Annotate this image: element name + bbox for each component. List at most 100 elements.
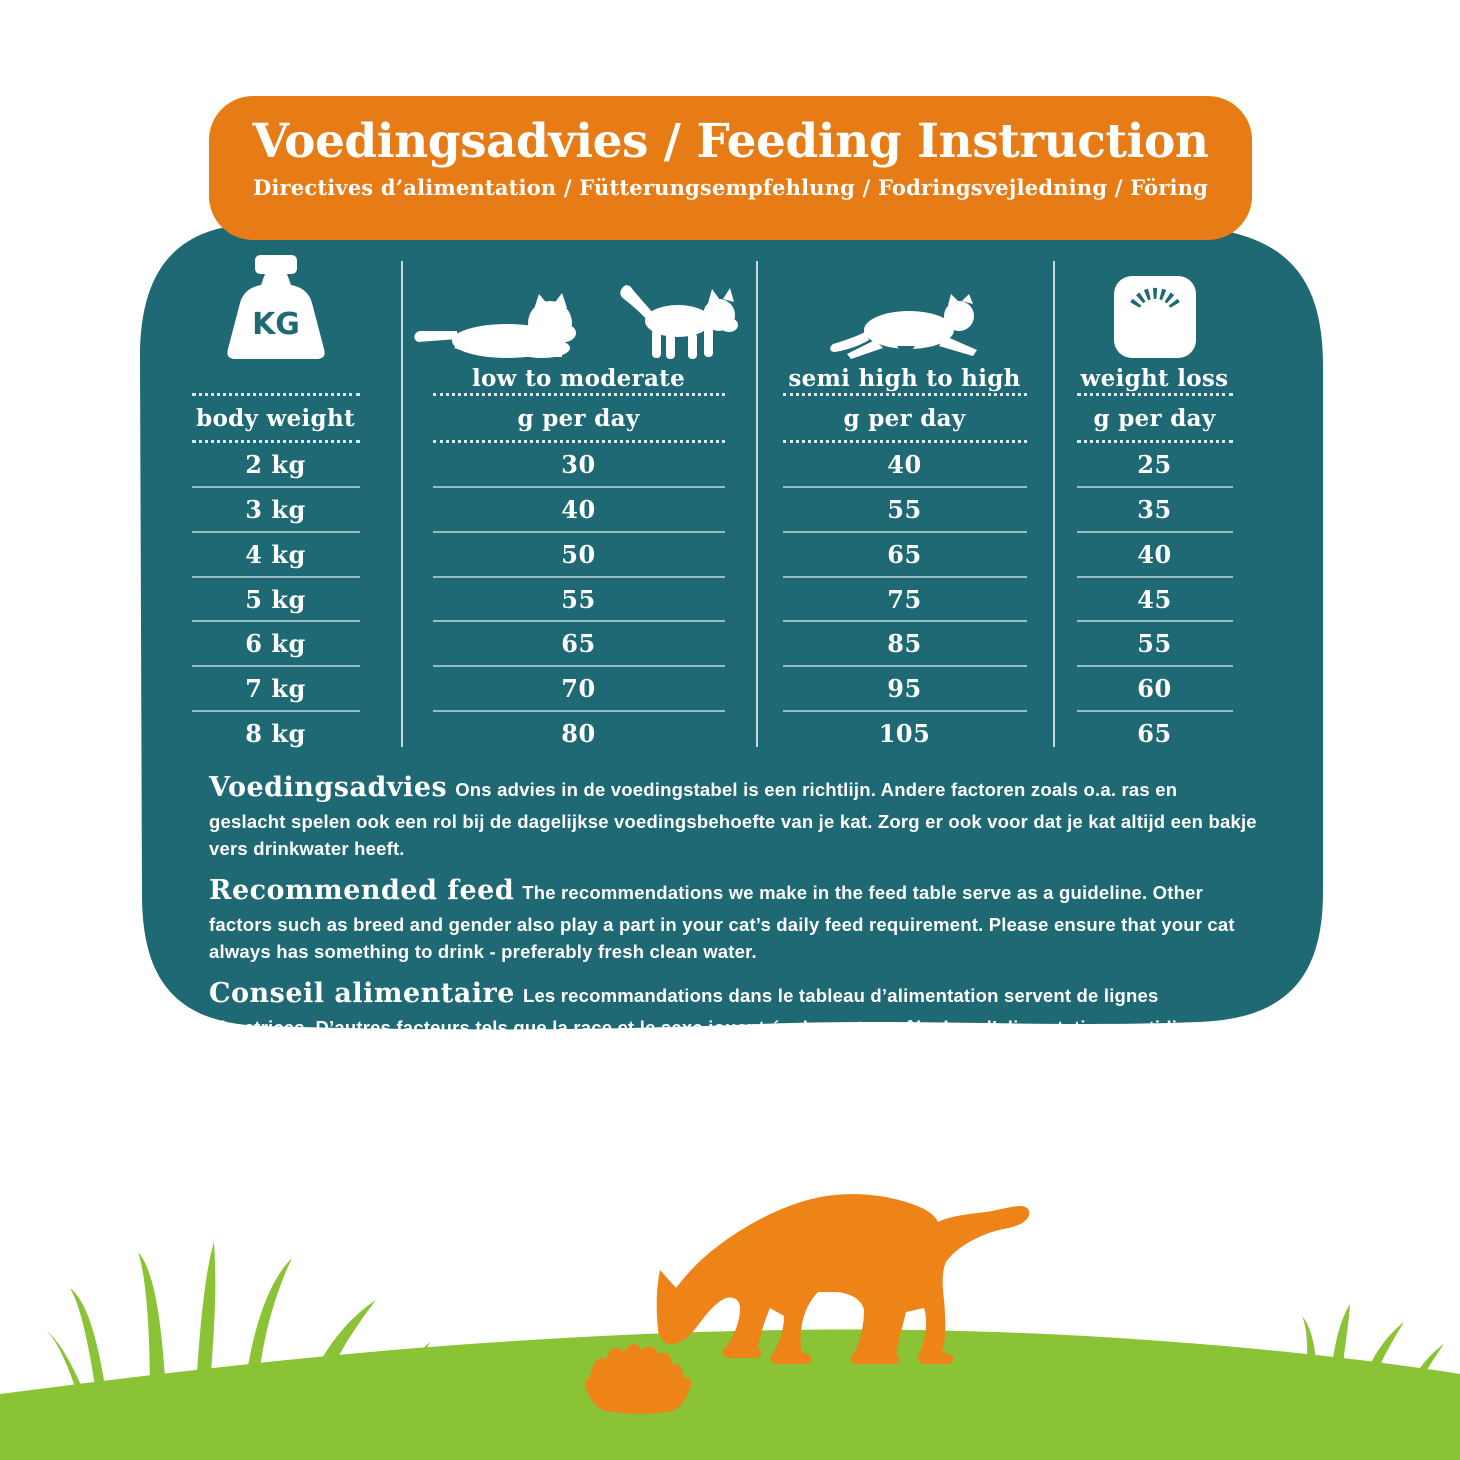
table-cell: 65 — [887, 539, 922, 569]
row-separator — [782, 710, 1027, 713]
table-cell: 70 — [561, 674, 596, 704]
note-text-english: The recommendations we make in the feed … — [209, 882, 1235, 962]
dotted-divider — [782, 440, 1027, 443]
table-cell: 95 — [887, 674, 922, 704]
table-cell: 6 kg — [245, 629, 306, 659]
column-semi-high-to-high: semi high to high g per day 40 55 65 75 … — [756, 255, 1053, 755]
dotted-divider — [191, 440, 360, 443]
row-separator — [432, 665, 725, 668]
header-subtitle: Directives d’alimentation / Fütterungsem… — [252, 174, 1209, 200]
row-separator — [782, 530, 1027, 533]
lying-cat-icon — [413, 293, 576, 358]
column-activity-label: weight loss — [1080, 364, 1229, 392]
column-activity-label: low to moderate — [471, 364, 686, 392]
row-separator — [1076, 710, 1233, 713]
column-divider — [401, 261, 403, 747]
row-separator — [191, 575, 360, 578]
row-separator — [1076, 620, 1233, 623]
note-english: Recommended feed The recommendations we m… — [209, 871, 1257, 965]
row-separator — [432, 530, 725, 533]
column-low-to-moderate: low to moderate g per day 30 40 50 55 65… — [401, 255, 756, 755]
note-text-dutch: Ons advies in de voedingstabel is een ri… — [209, 779, 1257, 859]
column-divider — [756, 261, 758, 747]
dotted-divider — [1076, 440, 1233, 443]
table-cell: 80 — [561, 719, 596, 749]
dotted-divider — [1076, 393, 1233, 396]
table-cell: 3 kg — [245, 494, 306, 524]
row-separator — [1076, 485, 1233, 488]
note-text-french: Les recommandations dans le tableau d’al… — [209, 985, 1249, 1065]
table-cell: 8 kg — [245, 719, 306, 749]
table-cell: 55 — [887, 494, 922, 524]
table-cell: 40 — [1137, 539, 1172, 569]
kg-icon-label: KG — [252, 307, 300, 342]
row-separator — [782, 575, 1027, 578]
table-cell: 40 — [561, 494, 596, 524]
grass-tuft-left — [46, 1242, 430, 1396]
header-title: Voedingsadvies / Feeding Instruction — [252, 114, 1209, 169]
table-cell: 30 — [561, 449, 596, 479]
table-cell: 2 kg — [245, 449, 306, 479]
row-separator — [191, 620, 360, 623]
table-cell: 60 — [1137, 674, 1172, 704]
note-french: Conseil alimentaire Les recommandations d… — [209, 974, 1257, 1068]
table-cell: 4 kg — [245, 539, 306, 569]
walking-cat-icon — [619, 285, 738, 359]
table-cell: 35 — [1137, 494, 1172, 524]
table-cell: 65 — [561, 629, 596, 659]
row-separator — [191, 665, 360, 668]
note-lead-french: Conseil alimentaire — [209, 978, 515, 1010]
teal-panel — [139, 220, 1324, 1030]
table-cell: 7 kg — [245, 674, 306, 704]
row-separator — [1076, 665, 1233, 668]
note-lead-english: Recommended feed — [209, 875, 515, 907]
table-cell: 55 — [1137, 629, 1172, 659]
dotted-divider — [782, 393, 1027, 396]
dotted-divider — [191, 393, 360, 396]
table-cell: 55 — [561, 584, 596, 614]
grass-tuft-right — [1302, 1304, 1444, 1390]
row-separator — [1076, 530, 1233, 533]
column-unit-label: g per day — [517, 404, 640, 432]
row-separator — [191, 710, 360, 713]
table-cell: 25 — [1137, 449, 1172, 479]
row-separator — [191, 485, 360, 488]
column-unit-label: body weight — [196, 404, 355, 432]
table-cell: 75 — [887, 584, 922, 614]
feeding-table: KG body weight 2 kg 3 kg 4 kg 5 kg 6 kg … — [150, 255, 1256, 755]
row-separator — [782, 485, 1027, 488]
column-unit-label: g per day — [843, 404, 966, 432]
dotted-divider — [432, 393, 725, 396]
column-activity-label: semi high to high — [788, 364, 1021, 392]
column-unit-label: g per day — [1093, 404, 1216, 432]
table-cell: 5 kg — [245, 584, 306, 614]
bathroom-scale-icon — [1113, 276, 1196, 358]
food-bowl — [584, 1344, 692, 1414]
table-cell: 65 — [1137, 719, 1172, 749]
table-cell: 40 — [887, 449, 922, 479]
column-weight-loss: weight loss g per day 25 35 40 45 55 60 … — [1053, 255, 1256, 755]
row-separator — [432, 620, 725, 623]
table-cell: 45 — [1137, 584, 1172, 614]
row-separator — [782, 665, 1027, 668]
table-cell: 105 — [878, 719, 931, 749]
row-separator — [432, 485, 725, 488]
note-lead-dutch: Voedingsadvies — [209, 772, 448, 803]
kg-weight-icon: KG — [226, 255, 325, 359]
running-cat-icon — [830, 294, 977, 359]
column-body-weight: KG body weight 2 kg 3 kg 4 kg 5 kg 6 kg … — [150, 255, 401, 755]
grass-hill — [0, 1329, 1460, 1460]
row-separator — [432, 575, 725, 578]
column-divider — [1053, 261, 1055, 747]
row-separator — [1076, 575, 1233, 578]
row-separator — [782, 620, 1027, 623]
cat-eating-silhouette — [656, 1194, 1030, 1364]
note-dutch: Voedingsadvies Ons advies in de voedingst… — [209, 768, 1257, 862]
row-separator — [432, 710, 725, 713]
dotted-divider — [432, 440, 725, 443]
advisory-notes: Voedingsadvies Ons advies in de voedingst… — [209, 768, 1257, 1077]
table-cell: 85 — [887, 629, 922, 659]
table-cell: 50 — [561, 539, 596, 569]
